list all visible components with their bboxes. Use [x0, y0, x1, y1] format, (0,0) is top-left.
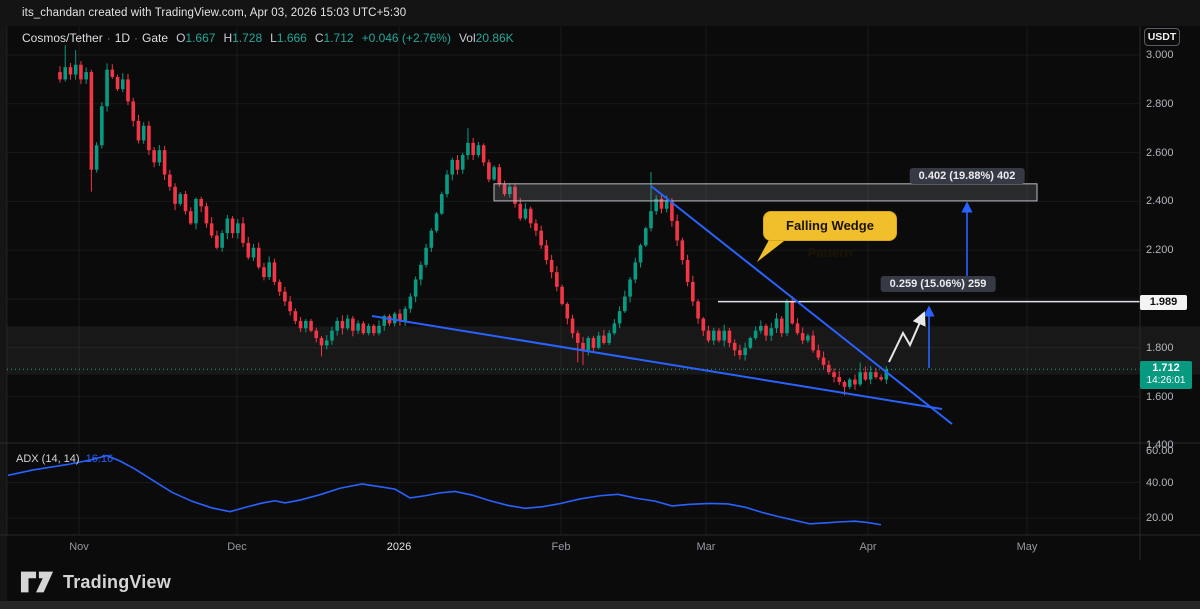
price-tick: 2.800 — [1146, 97, 1174, 110]
exchange-label[interactable]: Gate — [142, 31, 169, 45]
price-tick: 1.600 — [1146, 390, 1174, 403]
time-tick: Nov — [69, 541, 89, 553]
interval-label[interactable]: 1D — [114, 31, 131, 45]
price-tick: 2.200 — [1146, 244, 1174, 257]
close-letter: C — [314, 31, 324, 45]
resistance-box — [493, 183, 1038, 202]
price-range-label-2[interactable]: 0.402 (19.88%) 402 — [909, 168, 1025, 184]
time-tick: 2026 — [386, 541, 412, 553]
low-value: 1.666 — [276, 31, 307, 45]
candles-layer — [58, 45, 889, 396]
projection-zigzag-arrow — [888, 311, 926, 363]
adx-tick: 40.00 — [1146, 476, 1174, 489]
bottom-bar — [0, 601, 1200, 609]
legend-separator: · — [106, 31, 111, 45]
price-range-label-1[interactable]: 0.259 (15.06%) 259 — [880, 276, 996, 292]
price-tick: 1.800 — [1146, 341, 1174, 354]
left-margin-strip — [0, 26, 7, 601]
open-value: 1.667 — [185, 31, 216, 45]
change-value: +0.046 (+2.76%) — [361, 31, 451, 45]
tradingview-logo-text: TradingView — [63, 571, 171, 592]
price-pane — [7, 45, 1140, 425]
currency-toggle-button[interactable]: USDT — [1144, 28, 1180, 46]
tradingview-logo-icon — [20, 571, 54, 593]
adx-tick: 20.00 — [1146, 512, 1174, 525]
symbol-legend[interactable]: Cosmos/Tether · 1D · Gate O1.667 H1.728 L1.666 C… — [22, 31, 514, 45]
high-letter: H — [223, 31, 233, 45]
low-letter: L — [270, 31, 277, 45]
callout-tail — [757, 238, 788, 262]
time-tick: Apr — [859, 541, 877, 553]
price-tick: 1.400 — [1146, 439, 1174, 452]
wedge-upper-trendline — [650, 185, 953, 425]
wedge-lower-trendline — [371, 315, 943, 410]
symbol-name[interactable]: Cosmos/Tether — [22, 31, 103, 45]
time-tick: Dec — [227, 541, 247, 553]
volume-letter: Vol — [458, 31, 476, 45]
last-price-value: 1.712 — [1152, 362, 1180, 374]
time-tick: May — [1016, 541, 1038, 553]
price-tick: 2.400 — [1146, 195, 1174, 208]
falling-wedge-callout[interactable]: Falling Wedge Pattern — [763, 211, 897, 260]
open-letter: O — [176, 31, 186, 45]
price-tick: 2.600 — [1146, 146, 1174, 159]
adx-line — [7, 454, 882, 526]
legend-separator: · — [134, 31, 139, 45]
adx-tick: 60.00 — [1146, 445, 1174, 457]
attribution-text: its_chandan created with TradingView.com… — [22, 7, 407, 19]
adx-name: ADX (14, 14) — [16, 453, 80, 465]
adx-value: 16.16 — [85, 453, 114, 465]
last-price-label: 1.712 14:26:01 — [1140, 361, 1192, 389]
time-tick: Mar — [696, 541, 716, 553]
close-value: 1.712 — [323, 31, 354, 45]
price-tick: 3.000 — [1146, 49, 1174, 61]
bar-countdown: 14:26:01 — [1146, 375, 1186, 386]
adx-pane — [7, 454, 882, 526]
high-value: 1.728 — [232, 31, 263, 45]
volume-value: 20.86K — [475, 31, 514, 45]
adx-indicator-legend[interactable]: ADX (14, 14) 16.16 — [16, 453, 113, 465]
tradingview-logo[interactable]: TradingView — [20, 568, 171, 596]
horizontal-line-price-label: 1.989 — [1140, 295, 1187, 310]
time-tick: Feb — [551, 541, 571, 553]
chart-background — [0, 26, 1200, 601]
